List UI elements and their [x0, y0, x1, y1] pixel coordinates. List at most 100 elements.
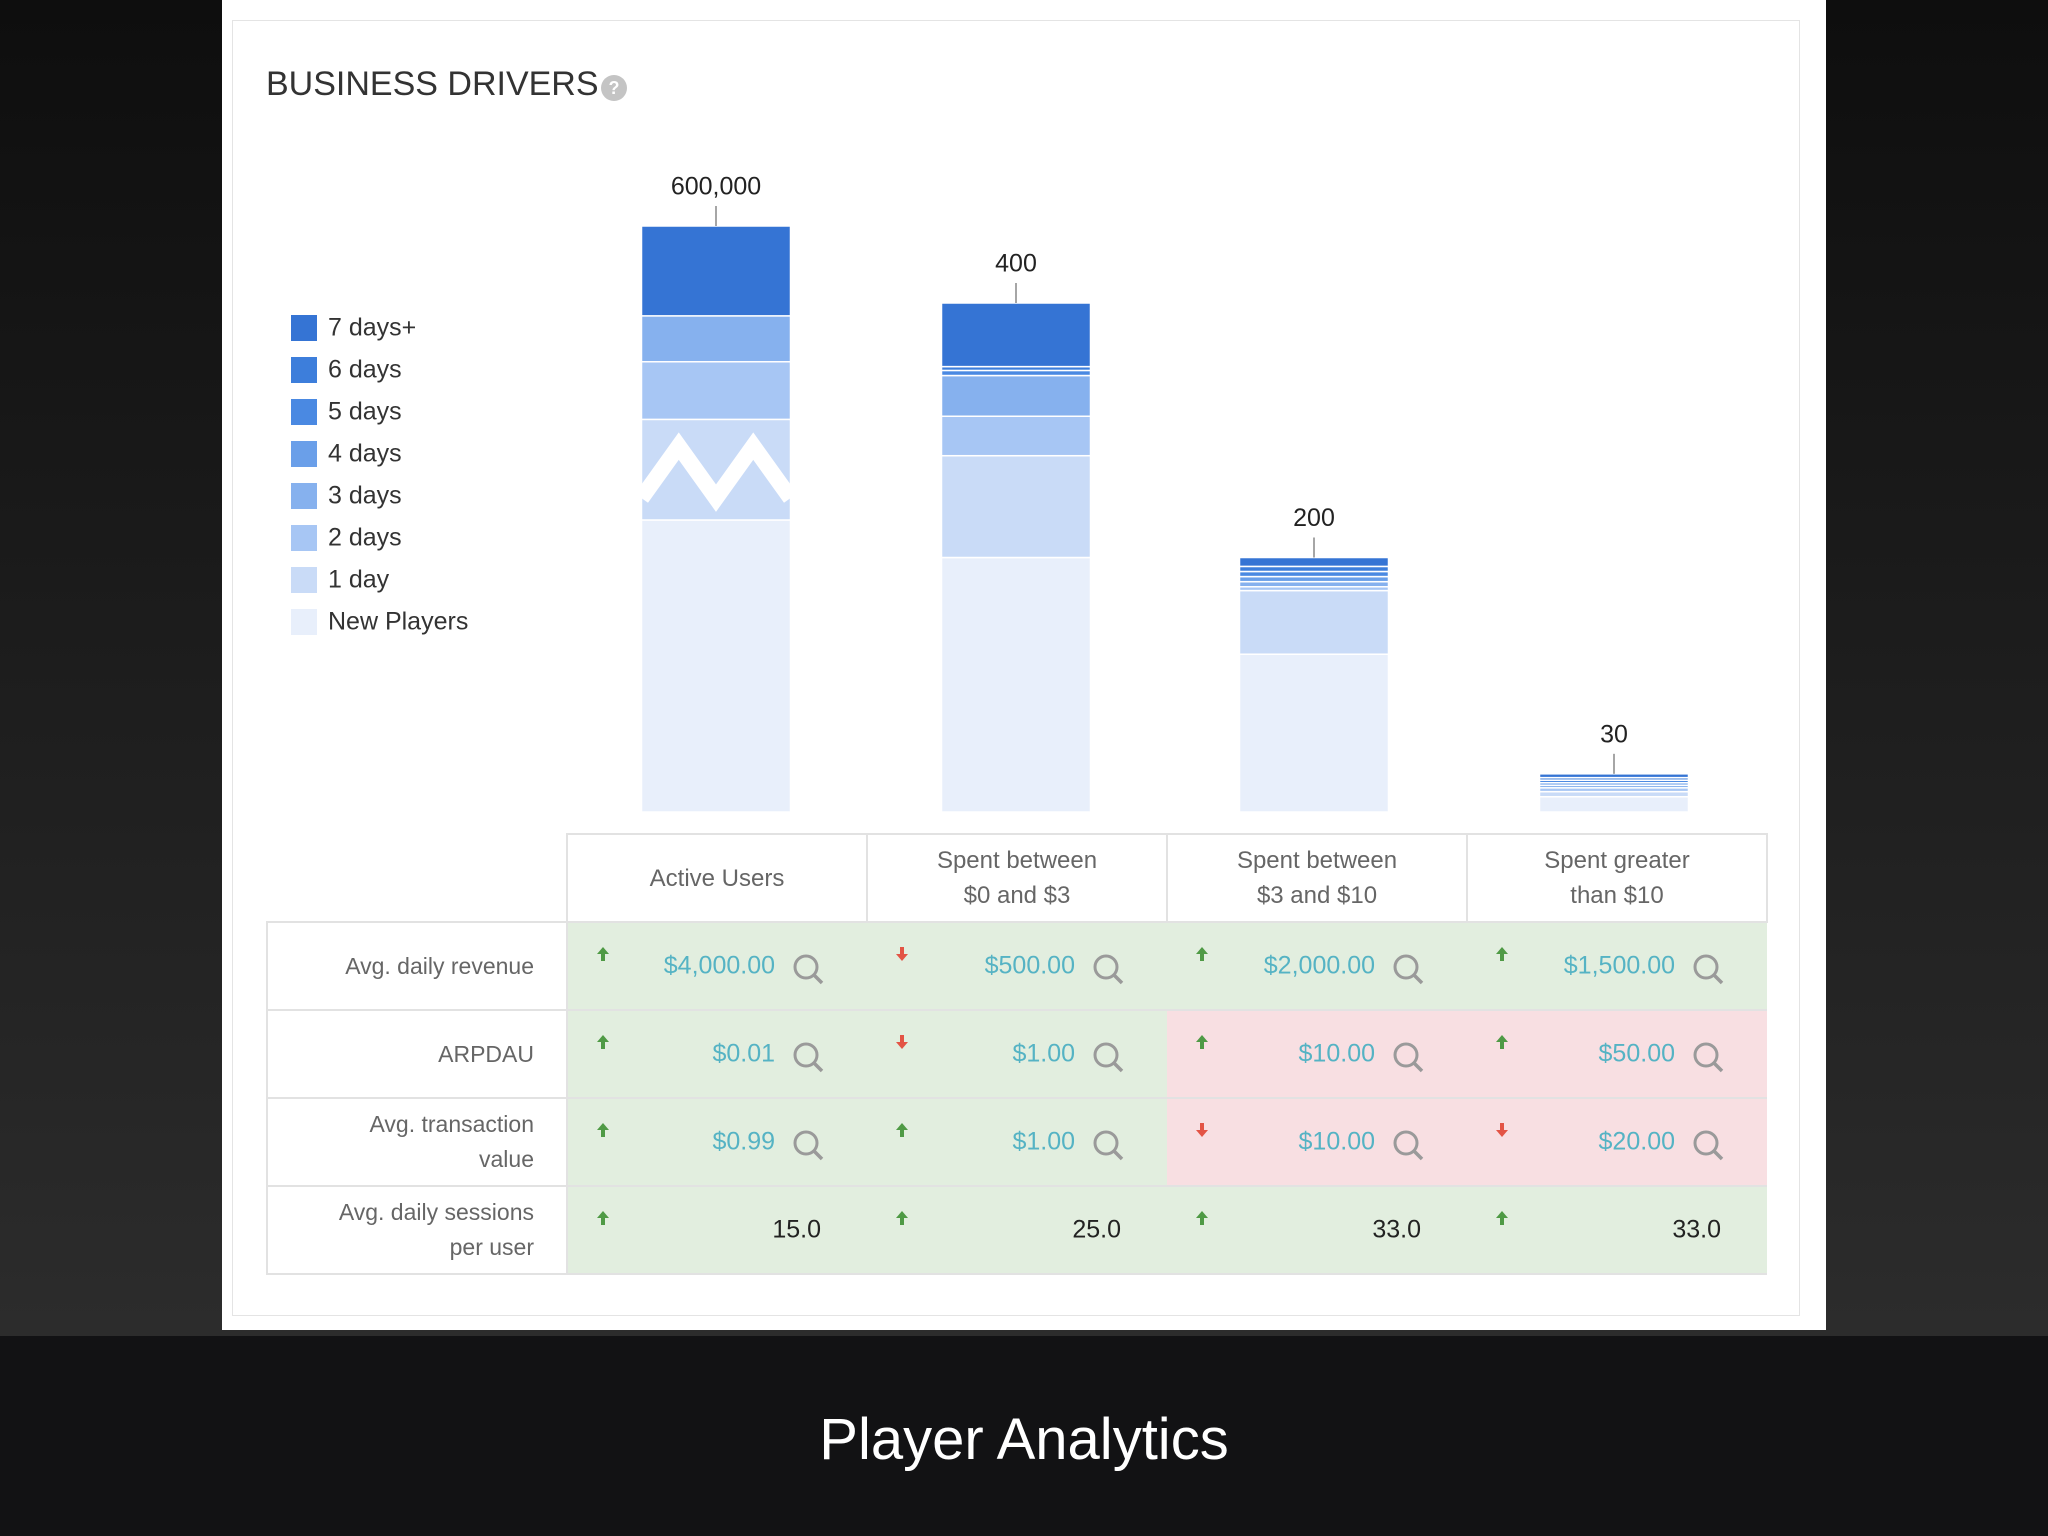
handle [1712, 1149, 1724, 1161]
lookup-icon[interactable] [1391, 952, 1425, 986]
axis-break [634, 432, 798, 512]
handle [1112, 973, 1124, 985]
lookup-icon[interactable] [1091, 952, 1125, 986]
lookup-icon[interactable] [1391, 1040, 1425, 1074]
handle [812, 973, 824, 985]
trend-arrow [1496, 1035, 1508, 1049]
metric-value: $1.00 [1012, 1127, 1075, 1156]
metric-value: $1.00 [1012, 1039, 1075, 1068]
arrow-shape [1196, 1123, 1208, 1137]
trend-arrow [597, 1211, 609, 1225]
metric-cell: $10.00 [1167, 1097, 1467, 1187]
lens [1693, 1042, 1719, 1068]
bar-segment [940, 415, 1092, 457]
lookup-icon[interactable] [791, 1040, 825, 1074]
trend-arrow [1196, 1211, 1208, 1225]
metric-cell: 33.0 [1167, 1185, 1467, 1275]
trend-arrow [597, 947, 609, 961]
panel-frame [232, 20, 1800, 1316]
trend-arrow [896, 1211, 908, 1225]
corner [267, 834, 567, 922]
metric-value: $4,000.00 [663, 951, 775, 980]
lens [1393, 1042, 1419, 1068]
bar-segment [940, 374, 1092, 418]
table-row: Avg. transaction value $0.99 $1.00 $10.00 $2… [266, 1097, 1767, 1187]
table-row: Avg. daily sessions per user 15.0 25.0 33.0… [266, 1185, 1767, 1275]
total-label: 200 [1293, 504, 1335, 532]
handle [1112, 1149, 1124, 1161]
trend-arrow [896, 1123, 908, 1137]
lookup-icon[interactable] [791, 952, 825, 986]
lookup-icon[interactable] [1691, 952, 1725, 986]
bar-segment [1238, 575, 1390, 583]
metric-cell: $1,500.00 [1467, 921, 1767, 1011]
metric-value: $10.00 [1298, 1127, 1375, 1156]
trend-arrow [1496, 1211, 1508, 1225]
legend-swatch [291, 357, 317, 383]
handle [1712, 1061, 1724, 1073]
lens [1393, 954, 1419, 980]
arrow-shape [1196, 1035, 1208, 1049]
lens [1393, 1130, 1419, 1156]
row-label: ARPDAU [266, 1009, 568, 1099]
arrow-shape [896, 1211, 908, 1225]
metric-cell: $0.99 [567, 1097, 867, 1187]
lookup-icon[interactable] [1691, 1040, 1725, 1074]
metric-value: 33.0 [1672, 1215, 1721, 1244]
lookup-icon[interactable] [1091, 1040, 1125, 1074]
total-label: 600,000 [671, 173, 761, 201]
arrow-shape [896, 1123, 908, 1137]
lens [1093, 1130, 1119, 1156]
metric-cell: $1.00 [867, 1009, 1167, 1099]
arrow-shape [1196, 947, 1208, 961]
lens [1693, 954, 1719, 980]
bar-segment [1538, 790, 1690, 798]
arrow-shape [896, 1035, 908, 1049]
arrow-shape [1196, 1211, 1208, 1225]
help-icon[interactable]: ? [601, 75, 627, 101]
handle [1412, 1061, 1424, 1073]
metric-cell: $500.00 [867, 921, 1167, 1011]
metric-value: $0.01 [712, 1039, 775, 1068]
chart: BUSINESS DRIVERS ? 7 days+ 6 days 5 days 4 … [266, 65, 1690, 813]
bar-segment [1538, 773, 1690, 779]
legend-label: 4 days [328, 440, 402, 468]
bar-segment [940, 556, 1092, 813]
metric-value: $1,500.00 [1563, 951, 1675, 980]
handle [812, 1149, 824, 1161]
legend-swatch [291, 483, 317, 509]
caption-bar: Player Analytics [0, 1336, 2048, 1536]
table-row: ARPDAU $0.01 $1.00 $10.00 $50.00 [266, 1009, 1767, 1099]
handle [1412, 1149, 1424, 1161]
trend-arrow [597, 1123, 609, 1137]
bar-segment [1238, 580, 1390, 588]
lens [1093, 1042, 1119, 1068]
metric-value: $500.00 [984, 951, 1075, 980]
lookup-icon[interactable] [1091, 1128, 1125, 1162]
bar-segment [640, 315, 792, 363]
bar-segment [640, 225, 792, 317]
bar-segment [940, 302, 1092, 368]
lookup-icon[interactable] [1691, 1128, 1725, 1162]
svg-text:?: ? [609, 78, 620, 98]
row-label: Avg. transaction value [266, 1097, 568, 1187]
arrow-shape [1496, 947, 1508, 961]
metric-value: 33.0 [1372, 1215, 1421, 1244]
lookup-icon[interactable] [1391, 1128, 1425, 1162]
metric-value: $50.00 [1598, 1039, 1675, 1068]
lookup-icon[interactable] [791, 1128, 825, 1162]
metric-value: $20.00 [1598, 1127, 1675, 1156]
arrow-shape [597, 947, 609, 961]
metrics-table: Active Users Spent between $0 and $3 Spent… [266, 833, 1768, 1275]
total-label: 30 [1600, 720, 1628, 748]
trend-arrow [1196, 1123, 1208, 1137]
metric-cell: 25.0 [867, 1185, 1167, 1275]
arrow-shape [597, 1035, 609, 1049]
arrow-shape [1496, 1123, 1508, 1137]
backdrop: BUSINESS DRIVERS ? 7 days+ 6 days 5 days 4 … [0, 0, 2048, 1336]
metric-value: 25.0 [1072, 1215, 1121, 1244]
legend-label: 1 day [328, 566, 390, 594]
metric-value: $0.99 [712, 1127, 775, 1156]
legend-label: 7 days+ [328, 314, 416, 342]
trend-arrow [896, 947, 908, 961]
